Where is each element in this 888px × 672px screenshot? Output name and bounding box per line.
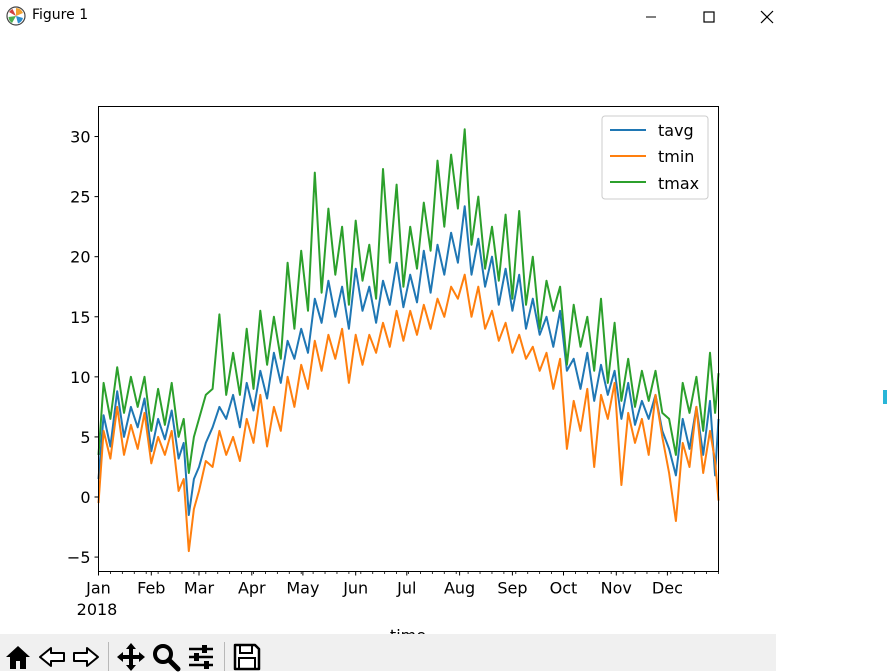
close-button[interactable]	[744, 0, 790, 33]
legend-box	[601, 115, 709, 200]
legend: tavg tmin tmax	[601, 115, 709, 200]
y-tick-label: 30	[70, 128, 90, 147]
y-tick-label: 25	[70, 188, 90, 207]
home-icon[interactable]	[3, 642, 33, 672]
maximize-button[interactable]	[686, 0, 732, 33]
year-label: 2018	[77, 600, 118, 619]
x-tick-label: Feb	[137, 579, 165, 598]
x-axis-label: time	[390, 626, 426, 634]
toolbar-separator	[108, 642, 109, 671]
series-line-tmax	[97, 128, 720, 474]
x-tick-label: Mar	[184, 579, 215, 598]
series-layer	[97, 128, 720, 553]
window-title: Figure 1	[32, 7, 89, 23]
navigation-toolbar	[0, 634, 776, 672]
matplotlib-logo-icon	[6, 6, 26, 26]
y-tick-label: 0	[80, 488, 90, 507]
x-tick-label: Oct	[550, 579, 578, 598]
series-line-tavg	[97, 205, 720, 516]
x-tick-label: Nov	[601, 579, 632, 598]
minimize-button[interactable]	[628, 0, 674, 33]
pan-icon[interactable]	[116, 642, 146, 672]
y-axis: −5 0 5 10 15 20 25 30	[67, 128, 99, 567]
save-icon[interactable]	[232, 642, 262, 672]
toolbar-separator	[224, 642, 225, 671]
x-tick-label: Jul	[396, 579, 416, 598]
title-bar: Figure 1	[0, 0, 776, 33]
x-tick-label: Sep	[497, 579, 527, 598]
y-tick-label: −5	[67, 548, 91, 567]
x-tick-label: Jun	[342, 579, 368, 598]
x-tick-label: May	[286, 579, 319, 598]
x-tick-label: Dec	[652, 579, 683, 598]
x-tick-label: Aug	[444, 579, 475, 598]
legend-label-tmax: tmax	[658, 174, 699, 193]
back-icon[interactable]	[38, 642, 68, 672]
legend-label-tmin: tmin	[658, 147, 694, 166]
forward-icon[interactable]	[70, 642, 100, 672]
figure-canvas[interactable]: −5 0 5 10 15 20 25 30 Jan Feb Mar Apr May Jun Jul Aug S…	[0, 33, 776, 634]
close-icon	[760, 10, 774, 23]
x-tick-label: Apr	[238, 579, 266, 598]
y-tick-label: 5	[80, 428, 90, 447]
configure-subplots-icon[interactable]	[186, 642, 216, 672]
x-tick-label: Jan	[85, 579, 111, 598]
y-tick-label: 15	[70, 308, 90, 327]
y-tick-label: 20	[70, 248, 90, 267]
figure-window: Figure 1 −5 0 5 10 15 20 25 30 Jan Feb Mar Apr May J…	[0, 0, 776, 672]
maximize-icon	[703, 10, 715, 23]
zoom-icon[interactable]	[151, 642, 181, 672]
y-tick-label: 10	[70, 368, 90, 387]
minimize-icon	[646, 16, 656, 17]
x-axis: Jan Feb Mar Apr May Jun Jul Aug Sep Oct Nov Dec	[85, 571, 719, 598]
series-line-tmin	[97, 273, 720, 553]
edge-marker	[883, 390, 887, 404]
legend-label-tavg: tavg	[658, 121, 694, 140]
line-chart: −5 0 5 10 15 20 25 30 Jan Feb Mar Apr May Jun Jul Aug S…	[67, 106, 720, 634]
